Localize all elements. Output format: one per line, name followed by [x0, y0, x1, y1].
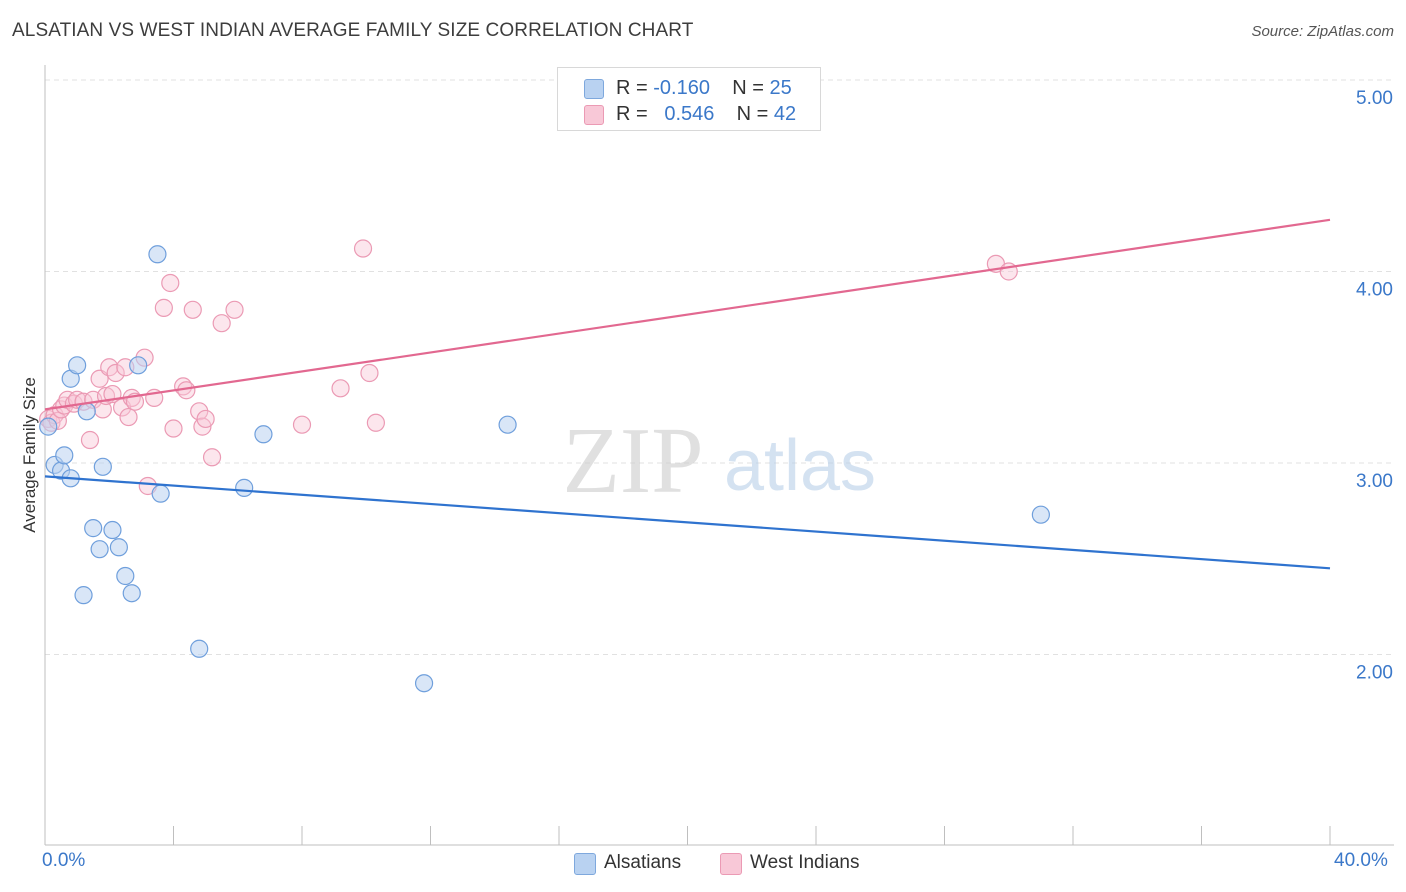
- alsatian-point: [68, 356, 87, 375]
- alsatian-point: [84, 519, 103, 538]
- alsatian-point: [1031, 505, 1050, 524]
- x-tick-label-min: 0.0%: [42, 850, 86, 871]
- legend-r-value: 0.546: [664, 103, 715, 125]
- y-tick-label: 4.00: [1356, 280, 1393, 301]
- legend-n-value: 42: [773, 103, 797, 125]
- west-indian-point: [154, 298, 173, 317]
- alsatian-point: [190, 639, 209, 658]
- legend-n-label: N =: [736, 103, 769, 125]
- west-indian-point: [292, 415, 312, 434]
- west-indians-points: [39, 239, 1018, 496]
- west-indian-point: [225, 300, 244, 319]
- west-indians-trend-line: [44, 218, 1331, 411]
- alsatian-point: [74, 586, 93, 605]
- west-indian-point: [196, 409, 215, 429]
- chart-title: ALSATIAN VS WEST INDIAN AVERAGE FAMILY S…: [12, 20, 694, 41]
- legend-label: West Indians: [750, 852, 860, 873]
- alsatian-point: [151, 484, 170, 503]
- alsatian-point: [122, 584, 141, 603]
- west-indian-point: [164, 419, 183, 438]
- legend-n-value: 25: [769, 77, 792, 99]
- alsatians-swatch: [574, 853, 596, 875]
- y-axis-label: Average Family Size: [20, 377, 39, 533]
- alsatian-point: [148, 245, 167, 264]
- west-indian-point: [202, 448, 222, 467]
- west-indian-point: [360, 363, 379, 383]
- legend-r-label: R =: [616, 77, 648, 99]
- west-indian-point: [212, 314, 231, 333]
- west-indian-point: [331, 379, 350, 398]
- west-indian-point: [161, 273, 180, 293]
- legend-r-value: -0.160: [653, 77, 710, 99]
- alsatian-point: [90, 540, 109, 559]
- watermark-zip: ZIP: [563, 409, 704, 513]
- y-tick-label: 3.00: [1356, 471, 1393, 492]
- alsatian-point: [414, 674, 434, 693]
- axes: [44, 65, 1394, 846]
- legend-label: Alsatians: [604, 852, 682, 873]
- alsatians-trend-line: [44, 475, 1331, 570]
- west-indian-point: [366, 413, 385, 432]
- alsatians-swatch: [584, 79, 604, 99]
- y-tick-labels: 2.00 3.00 4.00 5.00: [1356, 88, 1393, 684]
- west-indians-swatch: [584, 105, 604, 125]
- alsatian-point: [39, 417, 58, 436]
- alsatian-point: [498, 415, 517, 434]
- alsatian-point: [77, 402, 96, 421]
- alsatian-point: [109, 538, 128, 557]
- alsatian-point: [116, 566, 135, 586]
- alsatian-point: [55, 446, 74, 465]
- alsatian-point: [93, 457, 112, 476]
- watermark-atlas: atlas: [724, 426, 876, 506]
- west-indian-point: [106, 363, 125, 383]
- legend-n-label: N =: [732, 77, 764, 99]
- alsatian-point: [235, 478, 254, 497]
- correlation-legend: R = -0.160 N = 25 R = 0.546 N = 42: [557, 67, 821, 131]
- x-tick-label-max: 40.0%: [1334, 850, 1388, 871]
- y-tick-label: 2.00: [1356, 663, 1393, 684]
- trend-lines: [44, 218, 1331, 570]
- west-indians-swatch: [720, 853, 742, 875]
- alsatian-point: [129, 356, 148, 375]
- alsatian-point: [103, 520, 122, 540]
- west-indian-point: [119, 407, 138, 427]
- grid-lines: [45, 79, 1394, 655]
- source-label: Source: ZipAtlas.com: [1251, 23, 1394, 40]
- alsatian-point: [254, 425, 273, 444]
- legend-r-label: R =: [616, 103, 648, 125]
- west-indian-point: [353, 239, 373, 258]
- y-tick-label: 5.00: [1356, 88, 1393, 109]
- west-indian-point: [80, 430, 100, 450]
- west-indian-point: [183, 300, 202, 319]
